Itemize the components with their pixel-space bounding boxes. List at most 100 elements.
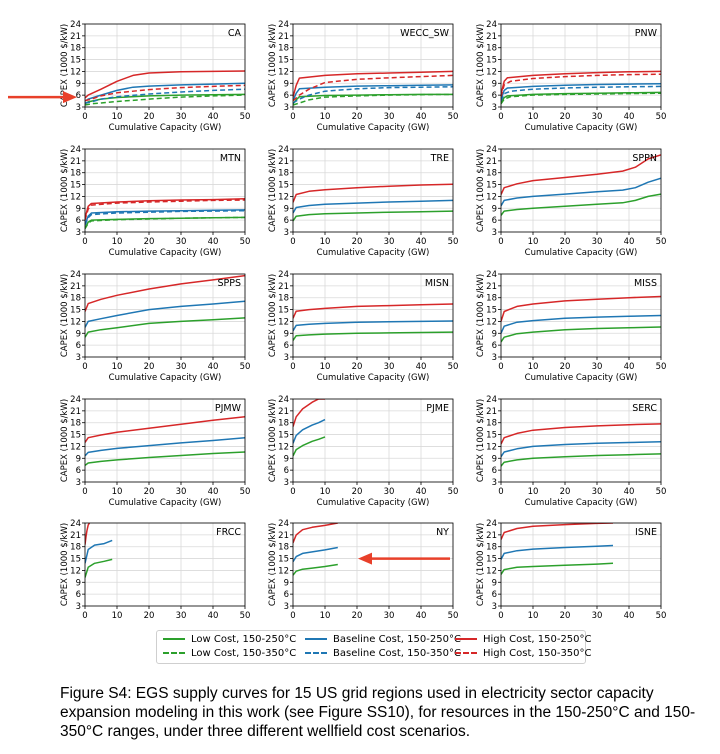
x-tick-label: 50 [448,237,459,247]
y-tick-label: 12 [70,566,81,576]
y-tick-label: 21 [278,32,289,42]
y-tick-label: 18 [70,419,81,429]
y-tick-label: 18 [486,44,497,54]
legend-entry-low-dashed: Low Cost, 150-350°C [163,647,296,661]
y-axis-label: CAPEX (1000 $/kW) [476,523,486,606]
x-tick-label: 30 [176,112,187,122]
series-baseline-solid [293,84,453,101]
plot-frame [500,148,662,233]
series-low-solid [293,331,453,341]
y-tick-label: 21 [70,157,81,167]
panel-ny: 010203040503691215182124NYCumulative Cap… [268,519,458,620]
y-tick-label: 9 [284,578,289,588]
x-tick-label: 50 [656,487,667,497]
region-label: PJMW [215,403,242,414]
region-label: MISS [634,278,657,289]
y-axis-label: CAPEX (1000 $/kW) [60,24,70,107]
series-high-solid [501,70,661,95]
x-tick-label: 0 [290,611,295,620]
y-tick-label: 12 [278,442,289,452]
y-tick-label: 24 [486,145,497,155]
series-low-solid [293,436,326,457]
y-tick-label: 12 [278,566,289,576]
y-tick-label: 12 [278,192,289,202]
legend-label: Low Cost, 150-250°C [191,634,297,645]
y-tick-label: 6 [492,91,497,101]
series-low-dashed [293,93,453,106]
x-tick-label: 30 [592,611,603,620]
x-tick-label: 30 [176,237,187,247]
x-tick-label: 20 [144,112,155,122]
y-tick-label: 9 [492,329,497,339]
y-tick-label: 18 [278,44,289,54]
y-tick-label: 3 [492,602,497,612]
x-tick-label: 40 [416,237,427,247]
series-baseline-solid [501,82,661,100]
plot-frame [84,273,246,358]
region-label: PJME [426,403,449,414]
y-axis-label: CAPEX (1000 $/kW) [60,523,70,606]
y-tick-label: 3 [284,228,289,238]
series-low-solid [501,562,614,575]
series-baseline-solid [85,436,245,457]
x-axis-label: Cumulative Capacity (GW) [109,373,222,383]
legend: Low Cost, 150-250°C Baseline Cost, 150-25… [156,630,592,664]
series-high-dashed [85,84,245,102]
y-tick-label: 9 [76,79,81,89]
series-low-dashed [85,94,245,106]
y-axis-label: CAPEX (1000 $/kW) [268,149,278,232]
x-tick-label: 0 [498,487,503,497]
x-tick-label: 50 [448,487,459,497]
series-baseline-solid [85,82,245,102]
x-tick-label: 20 [144,487,155,497]
x-tick-label: 30 [592,237,603,247]
y-tick-label: 12 [486,192,497,202]
x-axis-label: Cumulative Capacity (GW) [525,248,638,258]
legend-swatch [305,652,327,654]
y-tick-label: 21 [278,157,289,167]
y-tick-label: 12 [70,192,81,202]
y-tick-label: 9 [492,454,497,464]
x-tick-label: 10 [320,487,331,497]
y-tick-label: 18 [486,419,497,429]
plot-frame [292,23,454,108]
x-tick-label: 0 [498,237,503,247]
region-label: CA [228,28,242,39]
plot-frame [84,23,246,108]
series-high-dashed [501,73,661,97]
legend-label: High Cost, 150-350°C [483,648,592,659]
x-tick-label: 20 [560,112,571,122]
y-tick-label: 3 [492,478,497,488]
y-tick-label: 24 [278,519,289,529]
x-tick-label: 0 [498,362,503,372]
x-tick-label: 40 [624,237,635,247]
x-tick-label: 0 [82,112,87,122]
x-tick-label: 0 [82,487,87,497]
series-low-solid [85,93,245,105]
y-tick-label: 24 [278,20,289,30]
x-tick-label: 40 [416,112,427,122]
y-tick-label: 18 [486,294,497,304]
y-tick-label: 12 [278,67,289,77]
x-tick-label: 30 [592,112,603,122]
region-label: ISNE [635,527,657,538]
legend-entry-high-solid: High Cost, 150-250°C [455,633,592,647]
x-tick-label: 50 [656,611,667,620]
x-tick-label: 10 [528,362,539,372]
x-tick-label: 10 [320,362,331,372]
x-tick-label: 50 [240,611,251,620]
y-tick-label: 15 [70,306,81,316]
plot-frame [292,522,454,607]
y-tick-label: 12 [70,442,81,452]
plot-frame [84,148,246,233]
y-tick-label: 12 [70,317,81,327]
series-low-solid [501,193,661,216]
legend-entry-low-solid: Low Cost, 150-250°C [163,633,296,647]
series-high-solid [293,183,453,203]
x-tick-label: 10 [528,611,539,620]
y-axis-label: CAPEX (1000 $/kW) [60,399,70,482]
y-tick-label: 9 [76,454,81,464]
series-baseline-dashed [85,209,245,226]
